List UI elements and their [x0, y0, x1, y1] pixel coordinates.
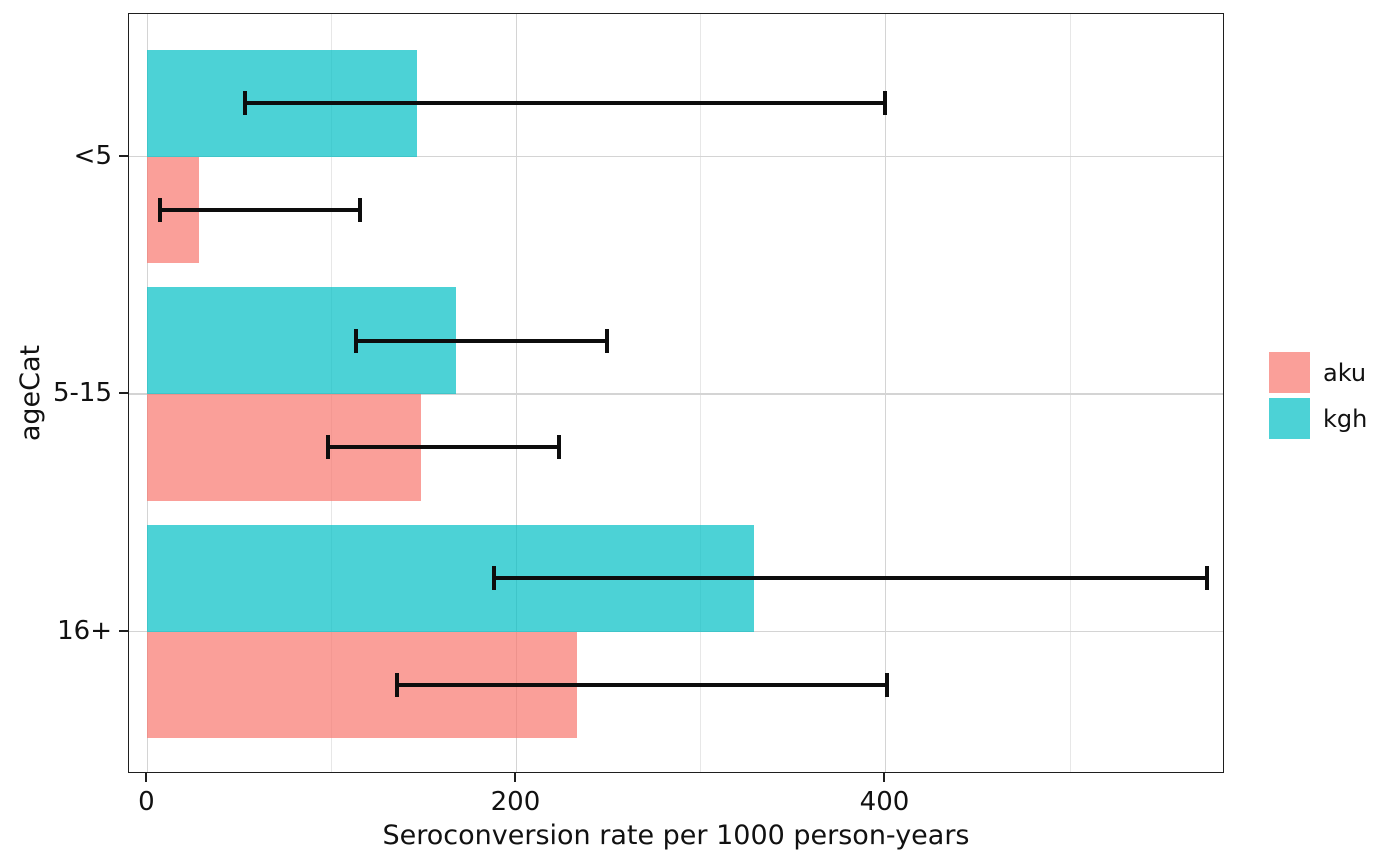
errorbar-cap-high-kgh-0 [883, 91, 888, 116]
errorbar-aku-0 [160, 207, 360, 212]
legend-entry-kgh: kgh [1269, 398, 1367, 439]
legend-entry-aku: aku [1269, 352, 1367, 393]
errorbar-aku-2 [396, 682, 888, 687]
y-axis-tick [119, 392, 128, 394]
errorbar-cap-high-aku-1 [556, 435, 561, 460]
x-axis-tick-label: 0 [138, 787, 155, 817]
gridline-major-vertical [884, 14, 887, 772]
errorbar-aku-1 [328, 445, 559, 450]
y-axis-tick-label: <5 [73, 140, 112, 171]
errorbar-cap-low-kgh-1 [353, 328, 358, 353]
x-axis-tick [514, 773, 517, 782]
errorbar-cap-low-aku-0 [158, 197, 163, 222]
errorbar-kgh-2 [494, 576, 1207, 581]
legend-label-aku: aku [1323, 358, 1367, 387]
errorbar-cap-low-kgh-2 [492, 566, 497, 591]
x-axis-tick-label: 200 [490, 787, 541, 817]
y-axis-tick [119, 629, 128, 632]
y-axis-tick-label: 16+ [57, 615, 112, 646]
legend: aku kgh [1269, 352, 1367, 439]
y-axis-tick-label: 5-15 [52, 378, 112, 408]
y-axis-tick [119, 154, 128, 157]
x-axis-tick-label: 400 [859, 787, 910, 817]
legend-label-kgh: kgh [1323, 404, 1368, 433]
y-axis-title: ageCat [15, 344, 46, 442]
x-axis-tick [145, 773, 148, 782]
gridline-major-vertical [515, 14, 518, 772]
x-axis-tick [883, 773, 886, 782]
plot-panel [128, 13, 1224, 773]
errorbar-cap-high-kgh-1 [604, 328, 609, 353]
gridline-major-horizontal [129, 393, 1223, 395]
errorbar-kgh-1 [355, 338, 607, 343]
gridline-major-horizontal [129, 630, 1223, 633]
legend-swatch-kgh [1269, 398, 1310, 439]
legend-swatch-aku [1269, 352, 1310, 393]
gridline-minor-vertical [700, 14, 702, 772]
x-axis-title: Seroconversion rate per 1000 person-year… [382, 820, 970, 851]
gridline-minor-vertical [1069, 14, 1071, 772]
errorbar-cap-high-kgh-2 [1204, 566, 1209, 591]
errorbar-cap-high-aku-2 [885, 672, 890, 697]
errorbar-cap-high-aku-0 [357, 197, 362, 222]
gridline-major-horizontal [129, 155, 1223, 158]
errorbar-cap-low-aku-1 [326, 435, 331, 460]
errorbar-kgh-0 [245, 101, 886, 106]
errorbar-cap-low-kgh-0 [243, 91, 248, 116]
errorbar-cap-low-aku-2 [394, 672, 399, 697]
